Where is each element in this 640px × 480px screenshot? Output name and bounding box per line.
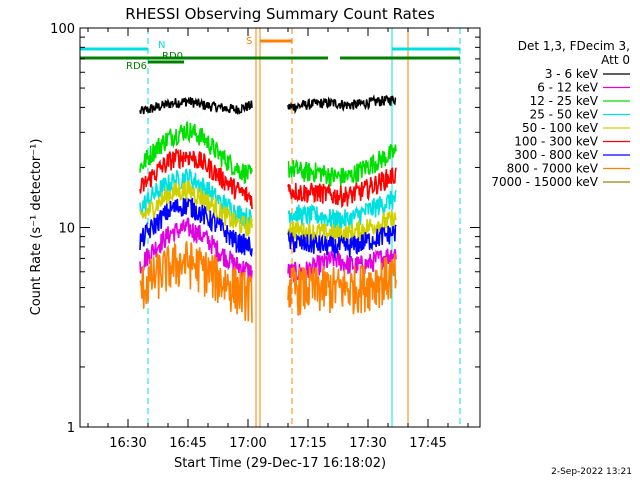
x-tick-label-4: 17:30: [349, 436, 386, 451]
series-3-segment-1: [139, 121, 253, 185]
data-series: [139, 94, 397, 323]
legend-label-3: 12 - 25 keV: [530, 94, 599, 108]
x-axis-label: Start Time (29-Dec-17 16:18:02): [174, 456, 386, 471]
legend-label-5: 50 - 100 keV: [522, 121, 599, 135]
legend-label-1: 3 - 6 keV: [545, 67, 599, 81]
x-tick-label-1: 16:45: [169, 436, 206, 451]
legend-label-4: 25 - 50 keV: [530, 108, 599, 122]
y-axis-label: Count Rate (s⁻¹ detector⁻¹): [29, 139, 44, 316]
series-6-segment-2: [287, 167, 397, 209]
series-5-segment-1: [139, 180, 253, 237]
series-4-segment-2: [287, 190, 397, 232]
chart-title: RHESSI Observing Summary Count Rates: [125, 5, 435, 23]
series-1-segment-1: [139, 96, 253, 115]
series-7-segment-2: [287, 224, 397, 258]
legend-label-7: 300 - 800 keV: [514, 148, 598, 162]
series-3-segment-2: [287, 143, 397, 187]
legend-label-9: 7000 - 15000 keV: [491, 175, 598, 189]
x-tick-label-0: 16:30: [109, 436, 146, 451]
x-tick-label-3: 17:15: [289, 436, 326, 451]
x-tick-label-5: 17:45: [409, 436, 446, 451]
y-tick-label-0: 1: [67, 421, 75, 436]
annotation-rd0: RD0: [162, 51, 183, 62]
legend-header-line-2: Att 0: [601, 53, 630, 67]
series-1-segment-2: [287, 94, 397, 115]
series-7-segment-1: [139, 197, 253, 258]
x-tick-label-2: 17:00: [229, 436, 266, 451]
annotation-n: N: [158, 40, 165, 51]
annotation-s: S: [246, 36, 252, 47]
y-tick-label-2: 100: [50, 22, 75, 37]
series-8-segment-1: [139, 241, 253, 323]
timestamp: 2-Sep-2022 13:21: [551, 467, 632, 477]
annotation-rd6: RD6: [126, 61, 147, 72]
legend-label-8: 800 - 7000 keV: [507, 162, 599, 176]
series-8-segment-2: [287, 253, 397, 316]
y-tick-label-1: 10: [58, 222, 75, 237]
axes: 16:30 16:45 17:00 17:15 17:30 17:45 1 10 100: [50, 22, 480, 451]
legend-label-6: 100 - 300 keV: [514, 135, 598, 149]
legend-label-2: 6 - 12 keV: [537, 81, 599, 95]
series-6-segment-1: [139, 148, 253, 210]
legend-header-line-1: Det 1,3, FDecim 3,: [518, 39, 630, 53]
